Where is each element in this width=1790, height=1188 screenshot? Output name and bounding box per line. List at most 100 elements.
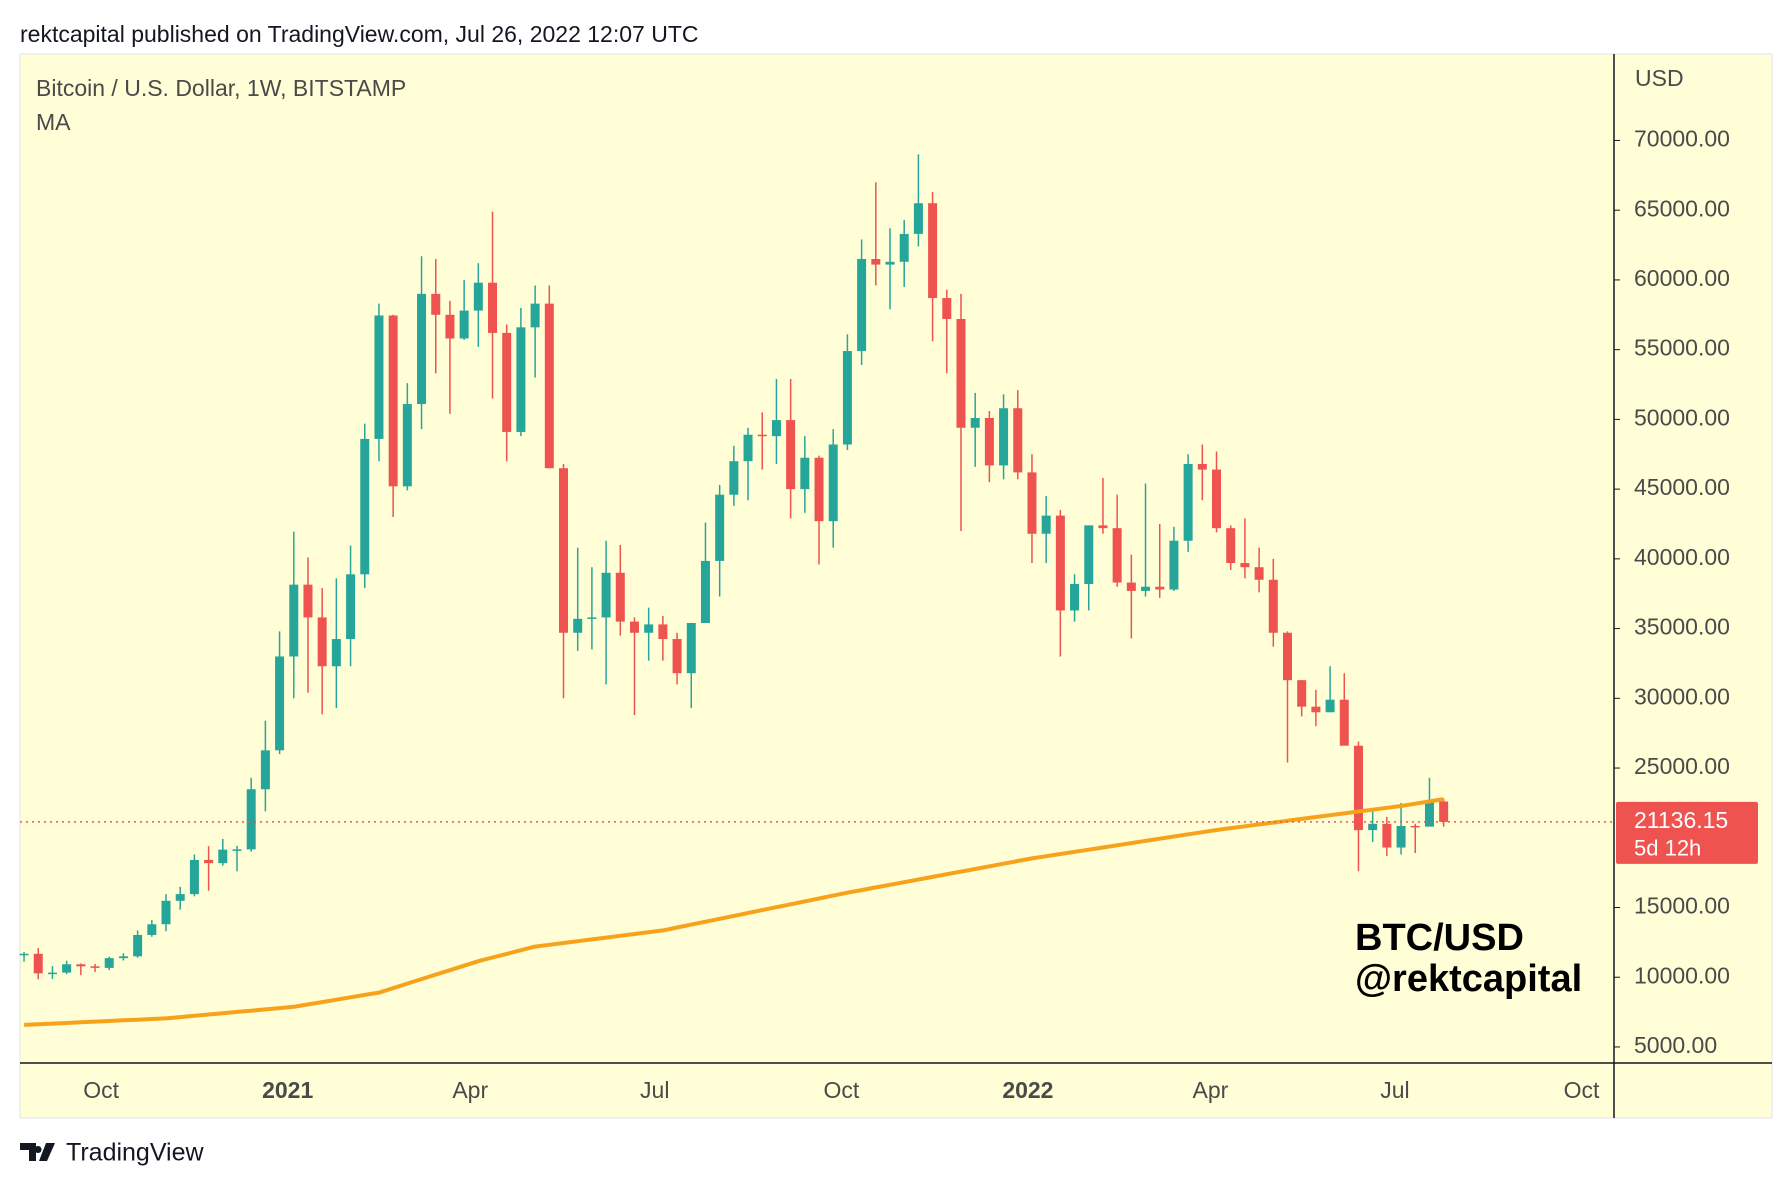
candle-body	[1297, 680, 1307, 707]
candle-body	[161, 900, 171, 925]
candle-body	[459, 310, 469, 339]
watermark: @rektcapital	[1355, 958, 1582, 1000]
candle-body	[360, 438, 370, 575]
candle-body	[729, 461, 739, 495]
candle-body	[857, 259, 867, 352]
candle-body	[1126, 582, 1136, 591]
tradingview-logo: TradingView	[20, 1139, 205, 1167]
candle-body	[686, 623, 696, 674]
candle-body	[317, 617, 327, 667]
candle-body	[1439, 801, 1449, 822]
candle-body	[62, 964, 72, 973]
y-tick-label: 5000.00	[1634, 1032, 1717, 1058]
candle-body	[786, 420, 796, 490]
y-tick-label: 25000.00	[1634, 753, 1730, 779]
y-tick-label: 65000.00	[1634, 195, 1730, 221]
x-tick-label: Oct	[83, 1077, 119, 1103]
candle-body	[629, 621, 639, 633]
candle-body	[1212, 469, 1222, 529]
candle-body	[757, 434, 767, 437]
candle-body	[928, 203, 938, 299]
candle-body	[1041, 515, 1051, 534]
candle-body	[331, 639, 341, 667]
candle-body	[1353, 745, 1363, 831]
candle-body	[473, 282, 483, 311]
x-tick-label: 2022	[1002, 1077, 1053, 1103]
x-tick-label: Jul	[640, 1077, 669, 1103]
candle-body	[1240, 563, 1250, 568]
candle-body	[700, 560, 710, 624]
logo-icon	[20, 1143, 55, 1161]
candle-body	[885, 261, 895, 265]
candle-body	[431, 293, 441, 315]
candle-body	[175, 894, 185, 901]
candle-body	[1169, 540, 1179, 590]
last-price-label: 21136.15	[1634, 807, 1728, 833]
y-tick-label: 60000.00	[1634, 265, 1730, 291]
candle-body	[19, 953, 29, 956]
candle-body	[899, 233, 909, 262]
brand: TradingView	[66, 1139, 205, 1167]
candle-body	[913, 203, 923, 234]
candle-body	[445, 314, 455, 339]
candle-body	[1254, 567, 1264, 580]
candle-body	[956, 318, 966, 428]
candle-body	[76, 964, 86, 967]
candle-body	[1112, 528, 1122, 583]
candle-body	[1027, 472, 1037, 534]
candle-body	[942, 298, 952, 319]
candle-body	[417, 293, 427, 405]
candle-body	[1382, 823, 1392, 848]
candle-body	[374, 315, 384, 439]
y-tick-label: 15000.00	[1634, 893, 1730, 919]
candle-body	[1311, 706, 1321, 713]
x-tick-label: Jul	[1380, 1077, 1409, 1103]
candle-body	[275, 656, 285, 751]
y-tick-label: 35000.00	[1634, 614, 1730, 640]
candle-body	[346, 574, 356, 640]
candle-body	[999, 408, 1009, 466]
candle-body	[1155, 586, 1165, 590]
candle-body	[842, 351, 852, 445]
candle-body	[544, 303, 554, 469]
candle-body	[147, 924, 157, 935]
candle-body	[1098, 525, 1108, 529]
candle-body	[715, 494, 725, 561]
candle-body	[743, 434, 753, 462]
candle-body	[204, 859, 214, 864]
x-tick-label: Oct	[823, 1077, 859, 1103]
candle-body	[33, 953, 43, 974]
candle-body	[814, 457, 824, 522]
y-tick-label: 30000.00	[1634, 683, 1730, 709]
candle-body	[984, 417, 994, 466]
candle-body	[1410, 825, 1420, 828]
candle-body	[601, 572, 611, 618]
candle-body	[573, 618, 583, 633]
y-tick-label: 50000.00	[1634, 404, 1730, 430]
candle-body	[1226, 528, 1236, 564]
candle-body	[1013, 408, 1023, 473]
y-tick-label: 10000.00	[1634, 962, 1730, 988]
candle-body	[672, 639, 682, 674]
x-tick-label: Apr	[1193, 1077, 1229, 1103]
candle-body	[189, 859, 199, 895]
candle-body	[502, 332, 512, 432]
candle-body	[559, 468, 569, 633]
x-tick-label: Oct	[1564, 1077, 1600, 1103]
candle-body	[658, 624, 668, 640]
candle-body	[1070, 583, 1080, 611]
candle-body	[232, 849, 242, 851]
candle-body	[1282, 632, 1292, 681]
candles	[19, 154, 1449, 980]
last-price-box	[1616, 801, 1758, 864]
candle-body	[47, 972, 57, 975]
candle-body	[488, 282, 498, 333]
candle-body	[1396, 825, 1406, 848]
watermark: BTC/USD	[1355, 917, 1524, 959]
candle-body	[260, 750, 270, 790]
candle-body	[133, 934, 143, 957]
candle-body	[402, 404, 412, 487]
candle-body	[1055, 515, 1065, 611]
y-tick-label: 55000.00	[1634, 335, 1730, 361]
